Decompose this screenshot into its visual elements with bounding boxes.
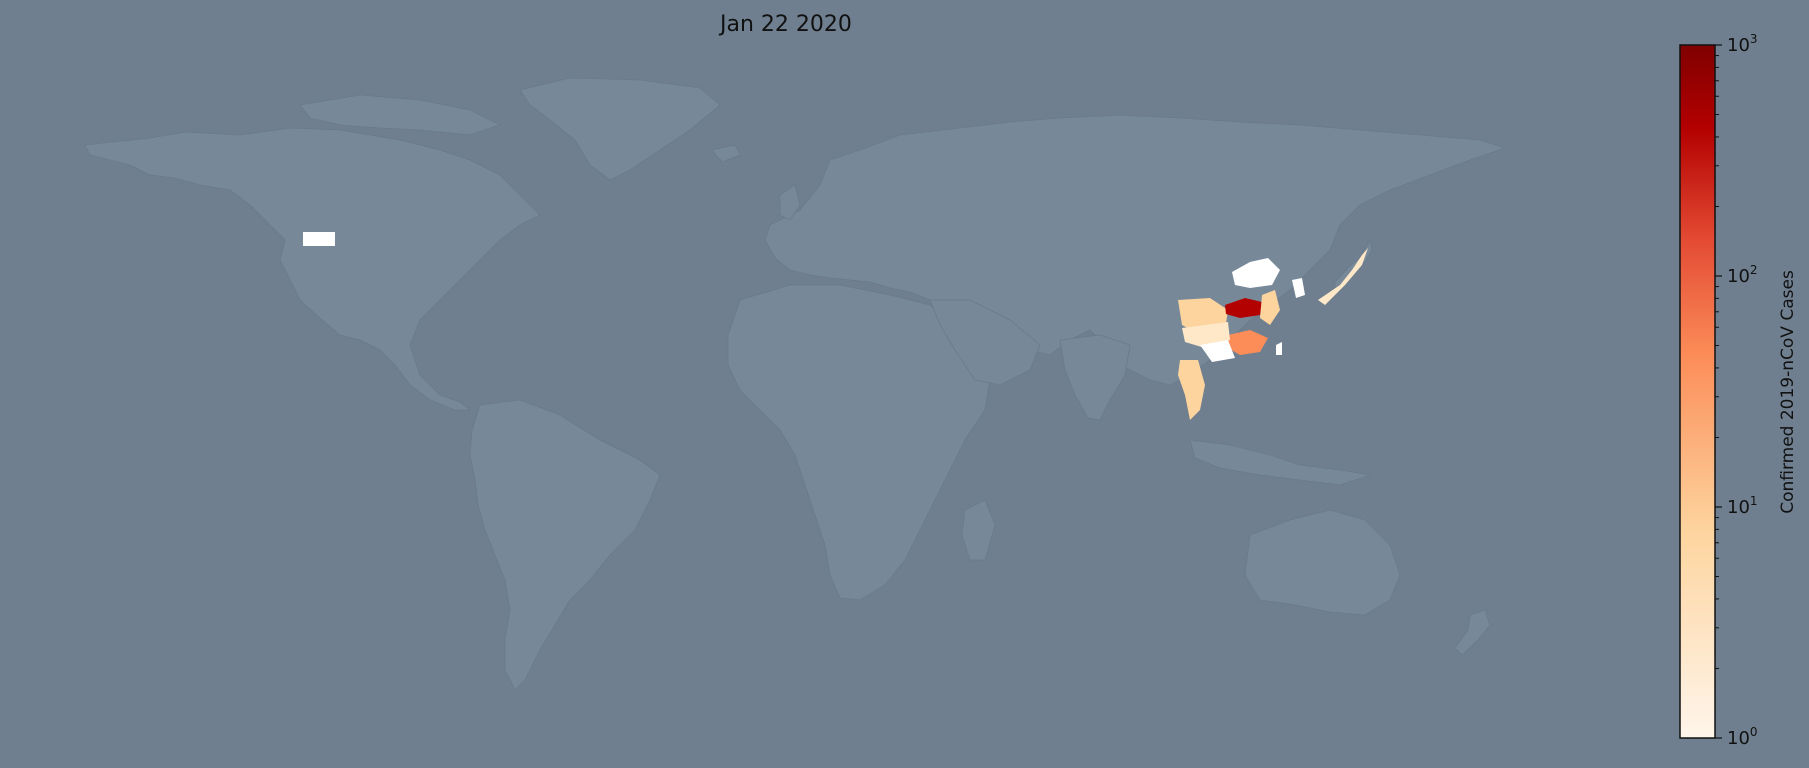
landmass-madagascar — [961, 499, 996, 561]
region-washington — [303, 232, 335, 246]
landmass-arctic-islands — [299, 94, 502, 136]
region-china-north — [1232, 258, 1280, 288]
landmass-new-zealand — [1454, 609, 1491, 656]
case-regions — [303, 232, 1368, 420]
region-china-central — [1182, 322, 1230, 348]
landmass-indonesia — [1189, 439, 1371, 486]
region-taiwan — [1276, 342, 1282, 355]
colorbar-tick-label: 100 — [1727, 725, 1758, 749]
landmass-iceland — [711, 144, 741, 163]
region-guangdong — [1228, 330, 1268, 355]
map-title: Jan 22 2020 — [720, 12, 852, 37]
region-china-south — [1200, 340, 1235, 362]
colorbar-ticks: 100 101 102 103 — [1715, 32, 1758, 749]
landmass-south-america — [469, 399, 661, 691]
colorbar: 100 101 102 103 Confirmed 2019-nCoV Cases — [1679, 32, 1798, 749]
region-china-east — [1260, 290, 1280, 325]
region-thailand — [1178, 360, 1205, 420]
landmass-arabia — [929, 299, 1041, 386]
colorbar-tick-label: 103 — [1727, 32, 1758, 56]
landmass-india — [1059, 334, 1131, 421]
colorbar-gradient — [1679, 44, 1716, 739]
land-masses — [84, 77, 1507, 691]
landmass-japan — [1334, 238, 1373, 291]
colorbar-tick-label: 102 — [1727, 263, 1758, 287]
landmass-north-america — [84, 127, 541, 411]
landmass-greenland — [519, 77, 721, 181]
landmass-eurasia — [764, 114, 1507, 386]
region-japan — [1318, 248, 1368, 305]
landmass-uk — [779, 184, 801, 221]
region-korea — [1292, 278, 1305, 298]
colorbar-tick-label: 101 — [1727, 494, 1758, 518]
landmass-australia — [1244, 509, 1401, 616]
region-hubei — [1225, 298, 1262, 318]
colorbar-label: Confirmed 2019-nCoV Cases — [1778, 270, 1798, 514]
